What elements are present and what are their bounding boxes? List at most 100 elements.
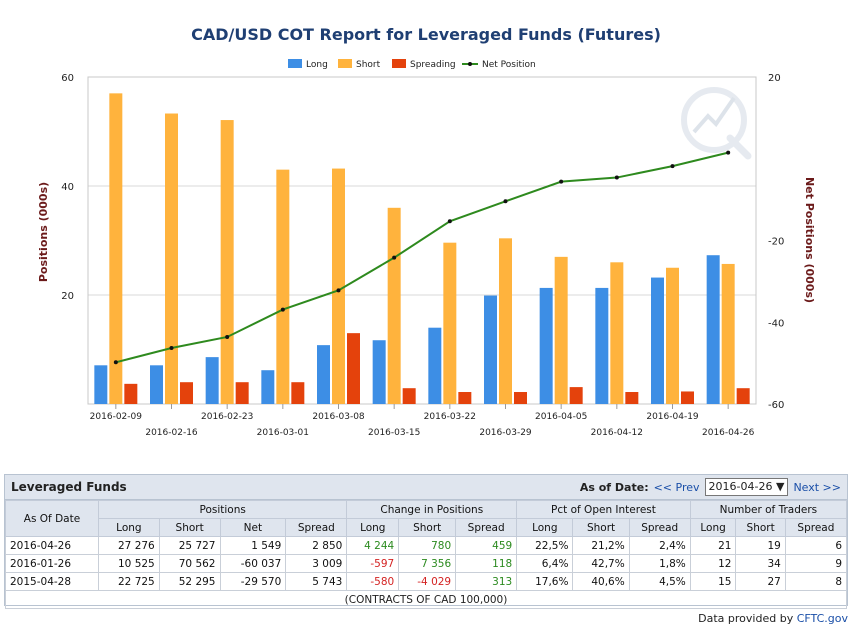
next-link[interactable]: Next >> xyxy=(793,480,841,494)
chart-canvas: CAD/USD COT Report for Leveraged Funds (… xyxy=(37,25,816,438)
bar-short xyxy=(387,207,401,404)
y-axis-label-right: Net Positions (000s) xyxy=(803,177,816,303)
bar-long xyxy=(94,365,108,404)
cell-traders-spread: 8 xyxy=(784,572,848,591)
col-traders-spread: Spread xyxy=(784,518,848,537)
bar-long xyxy=(317,345,330,404)
bar-spreading xyxy=(291,382,305,404)
y-tick-label-right: -40 xyxy=(768,318,784,329)
cell-pct-long: 17,6% xyxy=(516,572,574,591)
bar-short xyxy=(610,262,624,404)
cell-short: 25 727 xyxy=(158,536,221,555)
x-tick-label: 2016-02-16 xyxy=(145,428,198,438)
y-tick-label-left: 40 xyxy=(61,182,74,193)
legend-net-marker xyxy=(468,62,472,66)
cell-net: -29 570 xyxy=(219,572,287,591)
cell-change-spread: 313 xyxy=(455,572,518,591)
bar-spreading xyxy=(736,388,750,404)
leveraged-funds-panel: Leveraged Funds As of Date: << Prev 2016… xyxy=(4,474,848,609)
bar-long xyxy=(150,365,163,404)
col-change-spread: Spread xyxy=(455,518,518,537)
bar-short xyxy=(554,256,568,404)
bar-long xyxy=(428,327,442,404)
bar-long xyxy=(706,255,720,404)
cell-spread: 5 743 xyxy=(285,572,348,591)
cell-traders-long: 21 xyxy=(689,536,737,555)
cell-short: 70 562 xyxy=(158,554,221,573)
watermark-logo-icon xyxy=(681,87,752,160)
x-tick-label: 2016-02-23 xyxy=(201,412,253,422)
cot-chart: CAD/USD COT Report for Leveraged Funds (… xyxy=(37,25,816,438)
bar-short xyxy=(499,238,512,404)
x-tick-label: 2016-04-05 xyxy=(535,412,587,422)
col-pct-spread: Spread xyxy=(628,518,691,537)
table-row: 2016-01-26 10 525 70 562 -60 037 3 009 -… xyxy=(5,554,848,573)
table-note-row: (CONTRACTS OF CAD 100,000) xyxy=(5,590,847,609)
bar-spreading xyxy=(569,387,583,404)
bar-long xyxy=(372,340,386,404)
x-tick-label: 2016-04-26 xyxy=(702,428,755,438)
group-pct: Pct of Open Interest xyxy=(516,500,691,519)
x-tick-label: 2016-04-12 xyxy=(591,428,643,438)
cftc-link[interactable]: CFTC.gov xyxy=(796,612,848,625)
chart-axes: 20 40 60 -60 -40 -20 20 xyxy=(61,73,784,411)
net-position-point xyxy=(670,164,675,169)
net-position-point xyxy=(169,346,174,351)
cell-change-long: -597 xyxy=(346,554,400,573)
col-traders-short: Short xyxy=(735,518,786,537)
cell-pct-short: 40,6% xyxy=(572,572,630,591)
net-position-point xyxy=(726,150,731,155)
legend-long-label: Long xyxy=(306,60,328,70)
bar-spreading xyxy=(681,391,694,404)
prev-link[interactable]: << Prev xyxy=(653,480,700,494)
x-tick-label: 2016-03-08 xyxy=(312,412,365,422)
cell-traders-short: 19 xyxy=(735,536,786,555)
col-traders-long: Long xyxy=(689,518,737,537)
x-tick-label: 2016-03-01 xyxy=(257,428,309,438)
col-spread: Spread xyxy=(285,518,348,537)
col-pct-short: Short xyxy=(572,518,630,537)
y-tick-label-right: 20 xyxy=(768,73,781,84)
bar-spreading xyxy=(180,382,193,404)
cell-date: 2016-01-26 xyxy=(5,554,99,573)
y-tick-label-left: 20 xyxy=(61,291,74,302)
bar-short xyxy=(443,242,457,404)
date-navigation: As of Date: << Prev 2016-04-26 ▼ Next >> xyxy=(580,478,841,496)
cell-traders-long: 12 xyxy=(689,554,737,573)
y-tick-label-left: 60 xyxy=(61,73,74,84)
cell-pct-long: 22,5% xyxy=(516,536,574,555)
bar-long xyxy=(261,370,275,404)
net-position-point xyxy=(113,360,118,365)
chevron-down-icon: ▼ xyxy=(775,480,785,493)
cell-traders-spread: 9 xyxy=(784,554,848,573)
net-position-point xyxy=(392,255,397,260)
cell-net: 1 549 xyxy=(219,536,287,555)
date-select[interactable]: 2016-04-26 ▼ xyxy=(704,478,789,496)
cell-traders-long: 15 xyxy=(689,572,737,591)
bar-long xyxy=(651,277,664,404)
net-position-point xyxy=(336,288,341,293)
bar-spreading xyxy=(347,333,360,404)
cot-table: As Of Date Positions Change in Positions… xyxy=(5,500,848,609)
col-asof-date: As Of Date xyxy=(5,500,99,537)
x-tick-label: 2016-03-29 xyxy=(479,428,532,438)
plot-frame xyxy=(87,76,757,405)
chart-gridlines xyxy=(88,76,756,296)
net-position-point xyxy=(559,179,564,184)
bar-short xyxy=(332,168,345,404)
x-tick-label: 2016-02-09 xyxy=(90,412,143,422)
date-select-value: 2016-04-26 xyxy=(708,480,773,493)
bar-short xyxy=(721,263,735,404)
col-pct-long: Long xyxy=(516,518,574,537)
bar-spreading xyxy=(514,392,527,404)
cell-change-short: 780 xyxy=(398,536,457,555)
bar-short xyxy=(276,169,290,404)
col-net: Net xyxy=(219,518,287,537)
group-positions: Positions xyxy=(97,500,348,519)
y-tick-label-right: -60 xyxy=(768,400,784,411)
cell-change-spread: 459 xyxy=(455,536,518,555)
x-tick-label: 2016-04-19 xyxy=(646,412,699,422)
net-position-point xyxy=(503,199,508,204)
col-short: Short xyxy=(158,518,221,537)
table-row: 2015-04-28 22 725 52 295 -29 570 5 743 -… xyxy=(5,572,848,591)
